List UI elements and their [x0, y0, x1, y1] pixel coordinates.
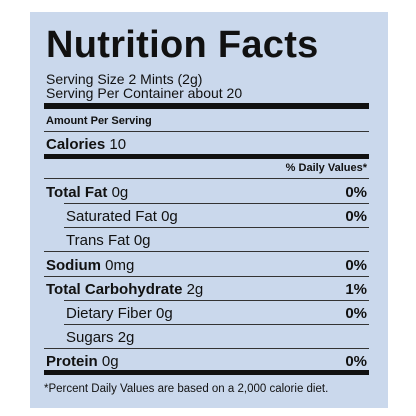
daily-value: 0%: [345, 208, 367, 226]
nutrient-row: Sugars 2g: [46, 329, 367, 347]
amount-per-serving: Amount Per Serving: [46, 115, 152, 127]
nutrient-name: Protein: [46, 353, 98, 371]
rule: [64, 203, 369, 204]
rule: [64, 299, 369, 301]
nutrient-name: Sodium: [46, 256, 101, 274]
nutrient-amount: 0g: [111, 184, 129, 201]
nutrient-amount: 0mg: [105, 256, 135, 274]
nutrient: Trans Fat 0g: [66, 232, 151, 249]
thick-rule: [44, 370, 369, 375]
calories-label: Calories: [46, 136, 106, 153]
calories-value: 10: [109, 136, 127, 153]
nutrient-amount: 2g: [117, 329, 135, 347]
title: Nutrition Facts: [46, 24, 319, 66]
nutrient-row: Total Carbohydrate 2g 1%: [46, 281, 367, 299]
nutrient: Sodium 0mg: [46, 257, 134, 274]
nutrient-name: Trans Fat: [66, 232, 130, 250]
nutrient-row: Trans Fat 0g: [46, 232, 367, 250]
nutrient-row: Dietary Fiber 0g 0%: [46, 305, 367, 323]
servings-per-container: Serving Per Container about 20: [46, 85, 243, 101]
rule: [64, 227, 369, 229]
nutrient-row: Protein 0g 0%: [46, 353, 367, 371]
serving-size: Serving Size 2 Mints (2g): [46, 71, 203, 87]
daily-value: 1%: [345, 280, 367, 298]
nutrient-amount: 0g: [101, 353, 119, 371]
nutrient-amount: 0g: [133, 232, 151, 250]
nutrient-row: Total Fat 0g 0%: [46, 184, 367, 202]
nutrient-name: Saturated Fat: [66, 208, 157, 226]
rule: [44, 178, 369, 179]
rule: [44, 131, 369, 132]
rule: [44, 275, 369, 277]
nutrient: Dietary Fiber 0g: [66, 305, 173, 322]
nutrient-name: Total Carbohydrate: [46, 280, 183, 298]
nutrient: Total Carbohydrate 2g: [46, 281, 203, 298]
daily-values-header: % Daily Values*: [285, 162, 367, 174]
daily-value: 0%: [345, 256, 367, 274]
rule: [44, 348, 369, 350]
nutrient: Protein 0g: [46, 353, 119, 370]
nutrient: Total Fat 0g: [46, 184, 128, 201]
rule: [44, 251, 369, 253]
thick-rule: [44, 154, 369, 159]
daily-value: 0%: [345, 305, 367, 322]
nutrient-row: Sodium 0mg 0%: [46, 257, 367, 275]
thick-rule: [44, 103, 369, 109]
nutrient-amount: 0g: [156, 305, 173, 322]
nutrient-row: Saturated Fat 0g 0%: [46, 208, 367, 226]
nutrient-amount: 0g: [161, 208, 178, 226]
daily-value: 0%: [345, 353, 367, 371]
rule: [64, 324, 369, 325]
nutrition-label: Nutrition Facts Serving Size 2 Mints (2g…: [30, 12, 388, 408]
nutrient-amount: 2g: [186, 280, 204, 298]
nutrient: Saturated Fat 0g: [66, 208, 178, 225]
nutrient: Sugars 2g: [66, 329, 134, 346]
calories-row: Calories 10: [46, 136, 367, 154]
nutrient-name: Dietary Fiber: [66, 305, 152, 322]
nutrient-name: Total Fat: [46, 184, 108, 201]
daily-value: 0%: [345, 184, 367, 201]
nutrient-name: Sugars: [66, 329, 114, 347]
footnote: *Percent Daily Values are based on a 2,0…: [44, 383, 329, 395]
